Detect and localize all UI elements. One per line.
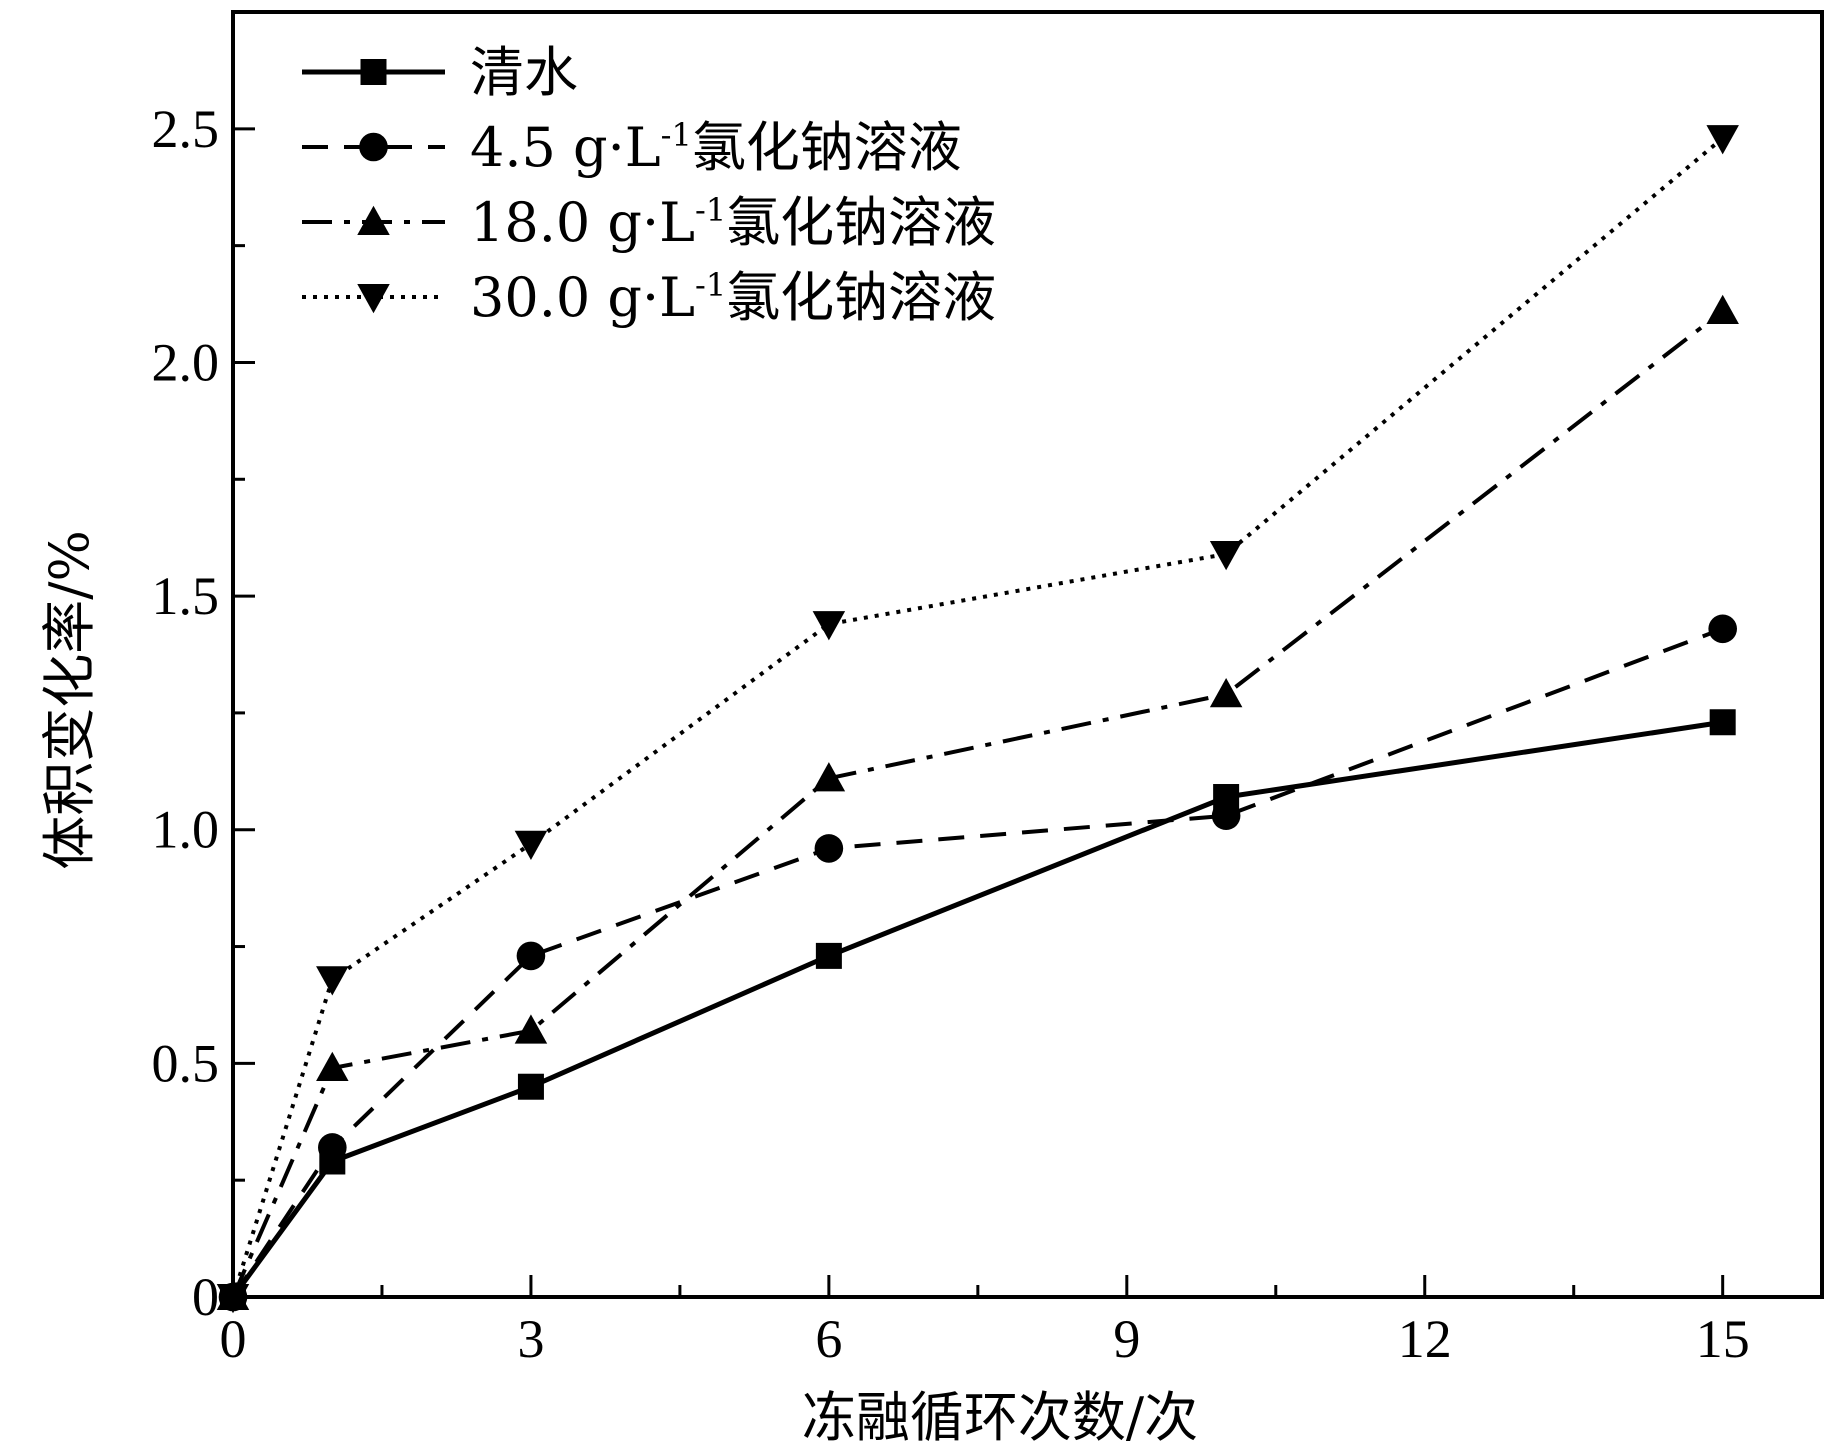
data-point <box>517 1073 544 1100</box>
data-point <box>1709 709 1736 736</box>
legend-marker <box>360 59 387 85</box>
y-tick-label: 2.0 <box>152 332 220 392</box>
data-point <box>516 941 546 971</box>
x-tick-label: 6 <box>815 1309 842 1369</box>
series-line <box>231 626 1724 1299</box>
data-point <box>316 966 349 996</box>
legend: 清水 4.5 g·L-1氯化钠溶液 18.0 g·L-1氯化钠溶液 30.0 g·L-… <box>302 41 996 329</box>
series-line <box>231 136 1724 1298</box>
legend-item-2: 4.5 g·L-1氯化钠溶液 <box>302 116 962 179</box>
data-point <box>514 1014 548 1044</box>
data-point <box>1706 125 1739 155</box>
plot-border <box>231 10 1824 1299</box>
series-1 <box>220 709 1736 1310</box>
x-tick-label: 15 <box>1696 1309 1750 1369</box>
x-axis-title: 冻融循环次数/次 <box>802 1386 1198 1444</box>
legend-label: 18.0 g·L-1氯化钠溶液 <box>470 191 996 254</box>
x-tick-label: 9 <box>1113 1309 1140 1369</box>
x-tick-label: 0 <box>220 1309 247 1369</box>
data-point <box>1211 801 1241 831</box>
axis-ticks: 0 3 6 9 12 15 0 0.5 1.0 1.5 2.0 2.5 <box>152 99 1750 1369</box>
series-2 <box>218 614 1737 1312</box>
data-point <box>1209 677 1243 708</box>
legend-item-4: 30.0 g·L-1氯化钠溶液 <box>302 266 996 329</box>
y-tick-label: 1.0 <box>152 800 220 860</box>
series-line <box>231 309 1724 1298</box>
data-point <box>812 611 846 641</box>
series-3 <box>216 294 1739 1310</box>
data-point <box>316 1051 349 1082</box>
y-tick-label: 0.5 <box>152 1033 220 1093</box>
data-point <box>1708 614 1737 644</box>
plot-frame <box>231 10 1824 1299</box>
legend-label: 30.0 g·L-1氯化钠溶液 <box>470 266 996 329</box>
legend-label: 4.5 g·L-1氯化钠溶液 <box>470 116 962 179</box>
data-point <box>1209 541 1243 571</box>
y-tick-label: 2.5 <box>152 99 220 159</box>
y-tick-label: 0 <box>192 1267 219 1327</box>
legend-marker <box>359 132 388 162</box>
data-point <box>812 762 846 792</box>
x-tick-label: 3 <box>517 1309 544 1369</box>
data-point <box>318 1133 347 1162</box>
legend-item-1: 清水 <box>302 41 578 104</box>
y-axis-title: 体积变化率/% <box>38 530 101 870</box>
data-point <box>1706 294 1739 325</box>
x-tick-label: 12 <box>1398 1309 1452 1369</box>
series-lines <box>216 125 1739 1314</box>
legend-item-3: 18.0 g·L-1氯化钠溶液 <box>302 191 996 254</box>
legend-label: 清水 <box>470 41 578 104</box>
y-tick-label: 1.5 <box>152 566 220 626</box>
legend-marker <box>357 284 390 314</box>
legend-marker <box>357 205 390 235</box>
data-point <box>514 830 548 860</box>
series-line <box>230 719 1724 1299</box>
data-point <box>814 834 844 863</box>
data-point <box>815 942 842 969</box>
series-4 <box>216 125 1739 1314</box>
data-point <box>216 1284 250 1314</box>
